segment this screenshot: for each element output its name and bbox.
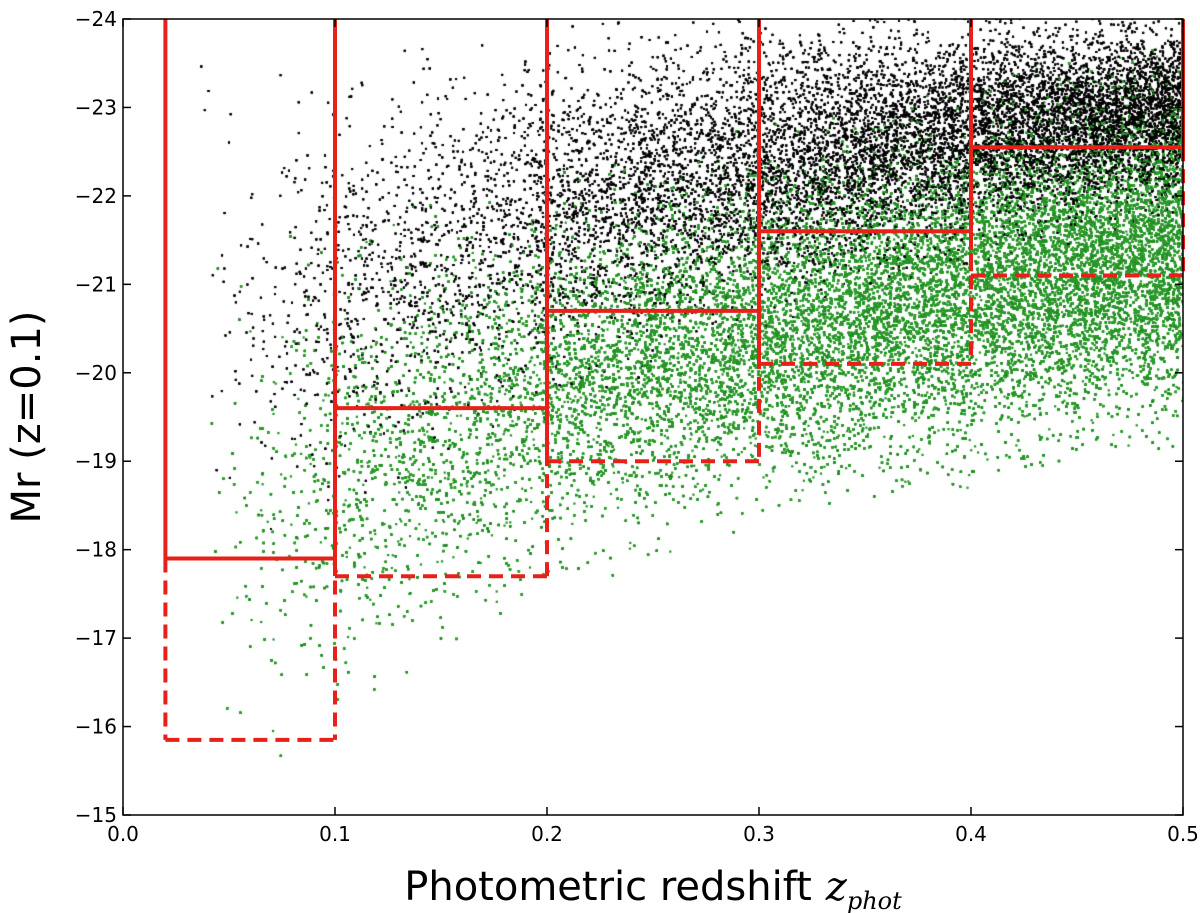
x-tick-label: 0.2 xyxy=(531,822,563,846)
x-axis-title: Photometric redshift zphot xyxy=(404,864,902,913)
plot-frame xyxy=(122,18,1184,816)
x-axis: 0.0 0.1 0.2 0.3 0.4 0.5 xyxy=(107,19,1199,846)
x-tick-label: 0.3 xyxy=(743,822,775,846)
x-axis-title-subscript: phot xyxy=(847,887,902,913)
y-tick-label: −16 xyxy=(75,715,117,739)
y-axis: −15 −16 −17 −18 −19 −20 −21 −22 −23 −24 xyxy=(75,7,1183,827)
y-tick-label: −20 xyxy=(75,361,117,385)
y-tick-label: −15 xyxy=(75,803,117,827)
selection-limits-layer xyxy=(163,19,1185,742)
y-tick-label: −17 xyxy=(75,626,117,650)
y-tick-label: −22 xyxy=(75,184,117,208)
y-tick-label: −21 xyxy=(75,272,117,296)
x-tick-label: 0.4 xyxy=(955,822,987,846)
y-tick-label: −23 xyxy=(75,95,117,119)
x-axis-title-symbol: z xyxy=(825,864,848,910)
x-tick-label: 0.0 xyxy=(107,822,139,846)
y-tick-label: −24 xyxy=(75,7,117,31)
x-tick-label: 0.1 xyxy=(319,822,351,846)
y-axis-title: Mr (z=0.1) xyxy=(4,310,50,523)
y-tick-label: −18 xyxy=(75,538,117,562)
y-tick-label: −19 xyxy=(75,449,117,473)
x-axis-title-text: Photometric redshift xyxy=(404,864,812,910)
x-tick-label: 0.5 xyxy=(1167,822,1199,846)
